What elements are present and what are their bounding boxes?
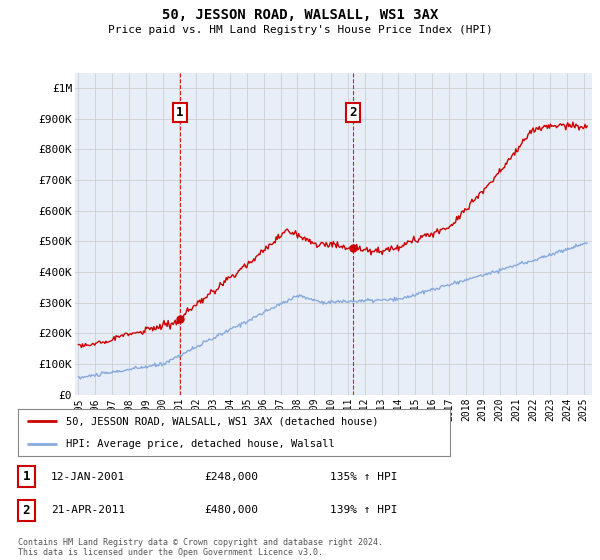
Text: 2: 2 [349,106,357,119]
Text: HPI: Average price, detached house, Walsall: HPI: Average price, detached house, Wals… [65,439,334,449]
Text: 2: 2 [23,503,30,517]
Text: Price paid vs. HM Land Registry's House Price Index (HPI): Price paid vs. HM Land Registry's House … [107,25,493,35]
Text: Contains HM Land Registry data © Crown copyright and database right 2024.
This d: Contains HM Land Registry data © Crown c… [18,538,383,557]
Text: £248,000: £248,000 [204,472,258,482]
Text: £480,000: £480,000 [204,505,258,515]
Text: 50, JESSON ROAD, WALSALL, WS1 3AX (detached house): 50, JESSON ROAD, WALSALL, WS1 3AX (detac… [65,416,378,426]
Text: 1: 1 [23,470,30,483]
Text: 21-APR-2011: 21-APR-2011 [51,505,125,515]
Text: 1: 1 [176,106,184,119]
Text: 135% ↑ HPI: 135% ↑ HPI [330,472,398,482]
Text: 139% ↑ HPI: 139% ↑ HPI [330,505,398,515]
Text: 12-JAN-2001: 12-JAN-2001 [51,472,125,482]
Text: 50, JESSON ROAD, WALSALL, WS1 3AX: 50, JESSON ROAD, WALSALL, WS1 3AX [162,8,438,22]
